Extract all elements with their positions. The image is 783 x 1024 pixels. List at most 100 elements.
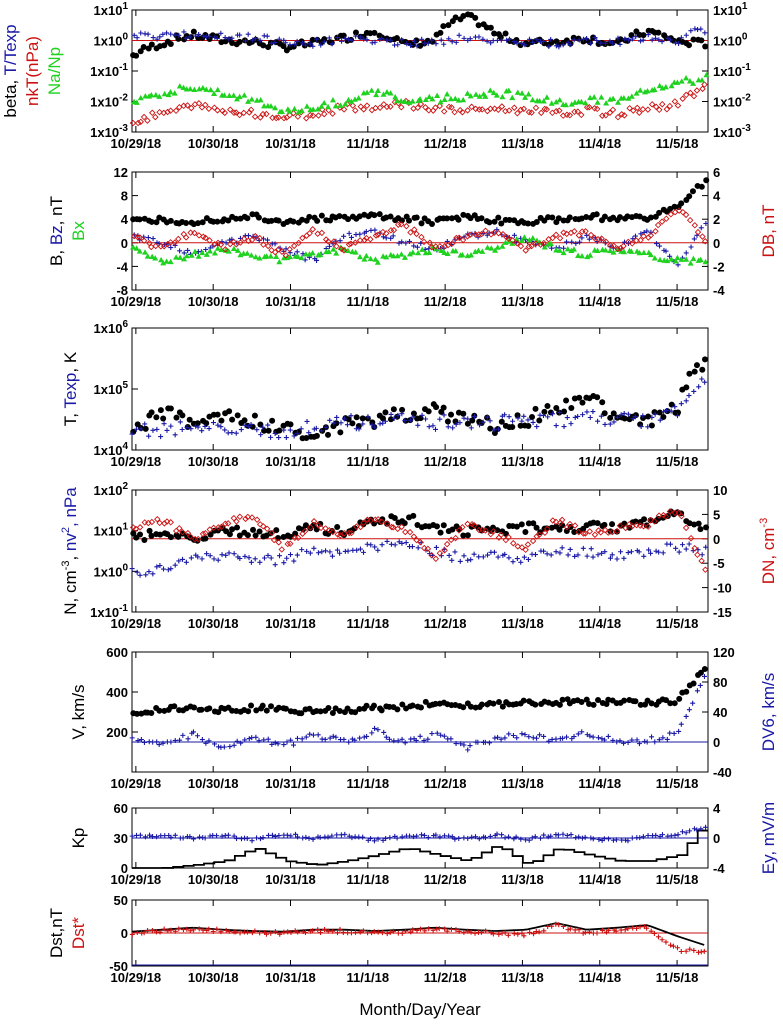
data-point <box>640 232 647 240</box>
data-point <box>395 42 401 48</box>
data-point <box>402 98 409 104</box>
data-point <box>616 522 624 529</box>
data-point <box>167 519 174 526</box>
data-point <box>215 524 222 531</box>
x-tick-label: 10/29/18 <box>111 616 162 631</box>
data-point <box>263 110 270 118</box>
data-point <box>168 739 174 745</box>
data-point <box>490 38 496 44</box>
data-point <box>179 426 185 432</box>
data-point <box>601 410 608 417</box>
data-point <box>582 228 589 235</box>
data-point <box>409 702 416 709</box>
data-point <box>198 706 205 713</box>
data-point <box>145 235 151 241</box>
data-point <box>460 96 467 103</box>
data-point <box>419 832 425 838</box>
data-point <box>338 420 344 426</box>
data-point <box>417 733 423 739</box>
data-point <box>595 418 601 424</box>
data-point <box>399 37 405 43</box>
data-point <box>610 95 617 102</box>
data-point <box>276 833 282 839</box>
data-point <box>549 923 555 929</box>
data-point <box>576 834 582 840</box>
data-point <box>449 39 455 45</box>
x-tick-label: 10/31/18 <box>265 616 316 631</box>
data-point <box>457 420 463 426</box>
data-point <box>203 420 210 427</box>
data-point <box>699 85 706 93</box>
data-point <box>580 530 587 537</box>
data-point <box>268 703 275 710</box>
data-point <box>394 525 401 533</box>
data-point <box>137 572 143 578</box>
data-point <box>514 40 520 46</box>
y-axis-label-left: V, km/s <box>69 684 88 739</box>
data-point <box>237 32 243 38</box>
data-point <box>656 256 663 263</box>
data-point <box>663 939 669 945</box>
data-point <box>579 253 586 259</box>
data-point <box>172 562 178 568</box>
data-point <box>240 235 248 243</box>
data-point <box>375 727 381 733</box>
data-point <box>334 414 340 420</box>
y-tick-label-right: 0 <box>713 735 720 750</box>
data-point <box>577 239 583 245</box>
data-point <box>621 248 628 255</box>
data-point <box>154 564 160 570</box>
data-point <box>348 529 355 537</box>
data-point <box>422 96 429 102</box>
data-point <box>486 219 493 226</box>
data-point <box>525 220 532 227</box>
data-point <box>686 42 693 49</box>
data-point <box>634 737 640 743</box>
data-point <box>333 243 340 250</box>
x-tick-label: 10/30/18 <box>188 136 239 151</box>
data-point <box>636 249 643 256</box>
data-point <box>352 249 359 255</box>
data-point <box>564 239 570 245</box>
data-point <box>369 730 375 736</box>
data-point <box>261 737 267 743</box>
data-point <box>614 414 620 420</box>
data-point <box>613 837 619 843</box>
data-point <box>172 737 178 743</box>
data-point <box>413 230 420 238</box>
data-point <box>672 832 678 838</box>
data-point <box>233 518 240 525</box>
data-point <box>662 513 670 520</box>
x-tick-label: 10/30/18 <box>188 970 239 985</box>
data-point <box>529 537 537 545</box>
data-point <box>315 927 321 933</box>
data-point <box>374 259 381 265</box>
data-point <box>150 236 156 242</box>
data-point <box>260 835 266 841</box>
data-point <box>195 220 202 227</box>
data-point <box>161 421 167 427</box>
data-point <box>314 217 321 224</box>
data-point <box>265 422 271 428</box>
data-point <box>168 834 174 840</box>
data-point <box>656 409 663 416</box>
data-point <box>378 707 385 714</box>
data-point <box>321 36 328 43</box>
data-point <box>259 523 267 530</box>
data-point <box>294 430 300 436</box>
data-point <box>698 26 704 32</box>
data-point <box>632 414 638 420</box>
data-point <box>295 834 301 840</box>
data-point <box>691 368 698 375</box>
data-point <box>372 516 379 523</box>
data-point <box>568 404 575 411</box>
data-point <box>310 836 316 842</box>
data-point <box>560 249 567 256</box>
data-point <box>256 521 264 528</box>
data-point <box>130 244 137 250</box>
data-point <box>272 562 278 568</box>
data-point <box>160 260 167 266</box>
data-point <box>272 929 278 935</box>
data-point <box>295 109 302 115</box>
data-point <box>253 516 261 523</box>
